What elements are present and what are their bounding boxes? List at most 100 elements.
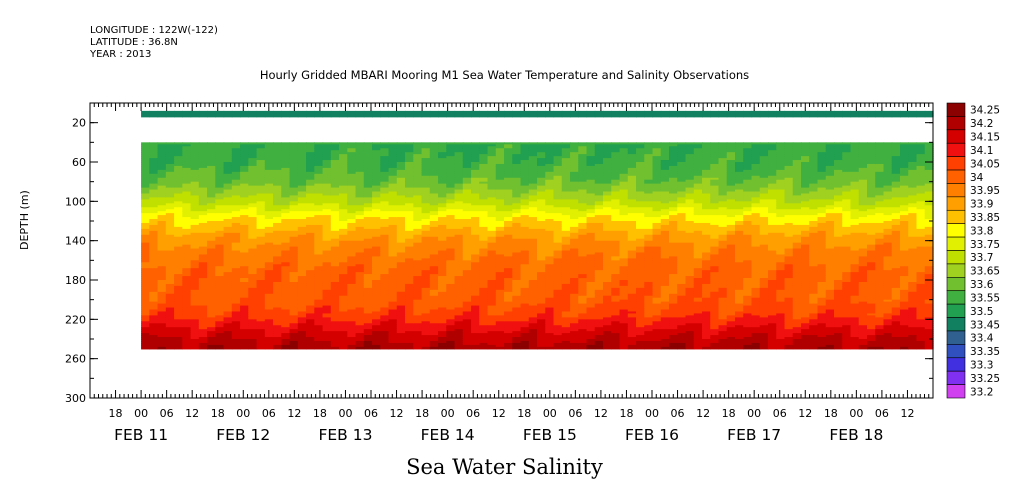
heatmap-cell [198, 205, 208, 208]
heatmap-cell [223, 156, 233, 159]
heatmap-cell [190, 315, 200, 318]
heatmap-cell [380, 187, 390, 191]
heatmap-cell [314, 321, 324, 324]
heatmap-cell [347, 205, 357, 208]
heatmap-cell [273, 325, 282, 328]
heatmap-cell [504, 165, 513, 169]
heatmap-cell [223, 340, 233, 344]
heatmap-cell [347, 319, 357, 322]
heatmap-cell [149, 219, 159, 222]
heatmap-cell [355, 321, 365, 324]
heatmap-cell [512, 276, 522, 279]
heatmap-cell [281, 146, 291, 149]
heatmap-cell [281, 262, 291, 265]
heatmap-cell [207, 156, 216, 159]
heatmap-cell [462, 309, 472, 313]
heatmap-cell [190, 183, 200, 187]
heatmap-cell [429, 205, 439, 208]
heatmap-cell [396, 211, 406, 214]
heatmap-cell [198, 319, 208, 322]
heatmap-cell [363, 276, 373, 279]
heatmap-cell [281, 197, 291, 200]
heatmap-cell [330, 232, 340, 236]
heatmap-cell [429, 256, 439, 259]
heatmap-cell [495, 252, 505, 256]
heatmap-cell [314, 264, 324, 267]
heatmap-cell [355, 346, 365, 350]
heatmap-cell [207, 158, 216, 161]
heatmap-cell [421, 224, 431, 228]
heatmap-cell [149, 177, 159, 181]
heatmap-cell [388, 252, 398, 256]
heatmap-cell [198, 297, 208, 301]
heatmap-cell [396, 293, 406, 297]
heatmap-cell [405, 189, 414, 193]
heatmap-cell [330, 167, 340, 171]
heatmap-cell [339, 215, 348, 218]
heatmap-cell [471, 181, 480, 185]
heatmap-cell [487, 250, 497, 254]
heatmap-cell [479, 246, 489, 250]
heatmap-cell [388, 228, 398, 232]
heatmap-cell [207, 207, 216, 210]
heatmap-cell [405, 321, 414, 324]
heatmap-cell [405, 285, 414, 289]
heatmap-cell [306, 337, 315, 340]
heatmap-cell [190, 289, 200, 293]
heatmap-cell [190, 346, 200, 350]
heatmap-cell [421, 317, 431, 320]
heatmap-cell [330, 270, 340, 273]
heatmap-cell [413, 195, 423, 198]
heatmap-cell [289, 305, 299, 309]
heatmap-cell [355, 171, 365, 175]
heatmap-cell [141, 315, 150, 318]
heatmap-cell [339, 207, 348, 210]
heatmap-cell [141, 226, 150, 230]
heatmap-cell [512, 250, 522, 254]
heatmap-cell [157, 337, 167, 340]
heatmap-cell [471, 287, 480, 291]
heatmap-cell [512, 264, 522, 267]
heatmap-cell [240, 246, 249, 250]
heatmap-cell [231, 278, 241, 281]
heatmap-cell [215, 191, 225, 195]
heatmap-cell [215, 150, 225, 153]
heatmap-cell [182, 183, 192, 187]
heatmap-cell [347, 185, 357, 189]
heatmap-cell [273, 342, 282, 346]
heatmap-cell [413, 287, 423, 291]
heatmap-cell [504, 162, 513, 165]
heatmap-cell [273, 150, 282, 153]
heatmap-cell [355, 207, 365, 210]
heatmap-cell [248, 260, 258, 263]
heatmap-cell [314, 274, 324, 277]
heatmap-cell [396, 281, 406, 285]
heatmap-cell [347, 236, 357, 240]
heatmap-cell [388, 175, 398, 179]
heatmap-cell [306, 146, 315, 149]
heatmap-cell [264, 152, 274, 155]
heatmap-cell [396, 285, 406, 289]
heatmap-cell [256, 211, 266, 214]
heatmap-cell [248, 301, 258, 305]
heatmap-cell [165, 226, 175, 230]
heatmap-cell [256, 281, 266, 285]
heatmap-cell [240, 187, 249, 191]
heatmap-cell [231, 289, 241, 293]
heatmap-cell [438, 197, 447, 200]
heatmap-cell [512, 313, 522, 316]
heatmap-cell [355, 158, 365, 161]
heatmap-cell [231, 242, 241, 246]
heatmap-cell [355, 211, 365, 214]
heatmap-cell [264, 264, 274, 267]
heatmap-cell [190, 246, 200, 250]
heatmap-cell [347, 301, 357, 305]
heatmap-cell [504, 160, 513, 163]
heatmap-cell [438, 217, 447, 220]
heatmap-cell [207, 167, 216, 171]
heatmap-cell [363, 160, 373, 163]
heatmap-cell [429, 319, 439, 322]
heatmap-cell [487, 154, 497, 157]
heatmap-cell [421, 295, 431, 299]
heatmap-cell [281, 256, 291, 259]
